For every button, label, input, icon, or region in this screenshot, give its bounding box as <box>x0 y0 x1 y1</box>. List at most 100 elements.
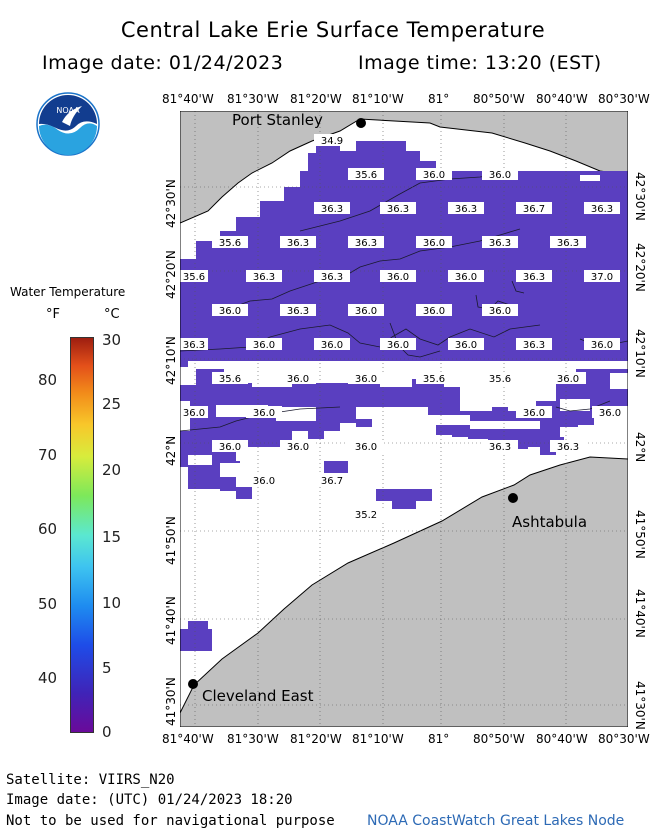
svg-text:36.3: 36.3 <box>557 442 579 453</box>
temp-label: 35.6 <box>212 236 248 249</box>
svg-text:Ashtabula: Ashtabula <box>512 513 587 531</box>
temp-label: 36.0 <box>416 236 452 249</box>
temp-label: 36.0 <box>280 440 316 453</box>
lon-label-top: 81° <box>428 92 450 106</box>
c-tick: 30 <box>102 331 122 349</box>
temp-label: 36.0 <box>348 372 384 385</box>
svg-text:36.3: 36.3 <box>489 238 511 249</box>
legend-title: Water Temperature <box>10 285 126 299</box>
temp-label: 36.3 <box>314 270 350 283</box>
c-tick: 25 <box>102 395 122 413</box>
svg-text:36.0: 36.0 <box>557 374 579 385</box>
svg-text:Port Stanley: Port Stanley <box>232 111 323 129</box>
temp-label: 36.3 <box>516 338 552 351</box>
lon-label-bottom: 80°40'W <box>536 732 588 746</box>
lon-label-top: 81°10'W <box>352 92 404 106</box>
lon-label-bottom: 81°10'W <box>352 732 404 746</box>
svg-text:36.0: 36.0 <box>253 476 275 487</box>
svg-text:36.3: 36.3 <box>455 204 477 215</box>
disclaimer: Not to be used for navigational purpose <box>6 813 335 829</box>
svg-text:35.6: 35.6 <box>423 374 445 385</box>
temp-label: 36.0 <box>516 406 552 419</box>
lake-erie-map: 34.9 35.6 36.0 36.0 36.3 36.3 36.3 36.7 … <box>180 111 628 727</box>
f-tick: 40 <box>38 669 58 687</box>
svg-text:36.0: 36.0 <box>455 272 477 283</box>
temp-label: 36.3 <box>482 440 518 453</box>
temp-label: 36.0 <box>448 270 484 283</box>
svg-text:36.0: 36.0 <box>253 408 275 419</box>
svg-text:36.0: 36.0 <box>523 408 545 419</box>
svg-text:36.3: 36.3 <box>253 272 275 283</box>
temp-label: 36.0 <box>246 338 282 351</box>
svg-text:35.2: 35.2 <box>355 510 377 521</box>
svg-text:36.0: 36.0 <box>455 340 477 351</box>
south-land <box>180 457 628 727</box>
f-tick: 70 <box>38 446 58 464</box>
temp-label: 36.7 <box>314 474 350 487</box>
legend-colorbar <box>70 337 94 733</box>
lon-label-bottom: 81°30'W <box>227 732 279 746</box>
f-tick: 80 <box>38 371 58 389</box>
svg-text:36.0: 36.0 <box>599 408 621 419</box>
temp-label: 36.3 <box>516 270 552 283</box>
svg-text:36.3: 36.3 <box>591 204 613 215</box>
svg-text:36.3: 36.3 <box>489 442 511 453</box>
noaa-logo-icon: NOAA <box>36 92 100 156</box>
temp-label: 36.3 <box>246 270 282 283</box>
temp-label: 36.0 <box>314 338 350 351</box>
temp-label: 35.6 <box>482 372 518 385</box>
temp-label: 36.0 <box>380 338 416 351</box>
city-ashtabula: Ashtabula <box>508 493 587 531</box>
temp-label: 36.3 <box>584 202 620 215</box>
city-marker-icon <box>508 493 518 503</box>
temp-label: 36.3 <box>180 338 208 351</box>
lon-label-bottom: 81°20'W <box>290 732 342 746</box>
lat-label-right: 42°N <box>633 432 647 463</box>
temp-label: 36.0 <box>348 304 384 317</box>
lat-label-right: 42°20'N <box>633 243 647 292</box>
temp-label: 36.0 <box>212 440 248 453</box>
svg-text:36.0: 36.0 <box>591 340 613 351</box>
temp-label: 36.0 <box>416 304 452 317</box>
temp-label: 35.2 <box>348 508 384 521</box>
temp-label: 36.7 <box>516 202 552 215</box>
svg-text:36.3: 36.3 <box>523 340 545 351</box>
svg-text:36.3: 36.3 <box>287 306 309 317</box>
svg-text:34.9: 34.9 <box>321 136 343 147</box>
city-marker-icon <box>356 118 366 128</box>
svg-text:36.0: 36.0 <box>287 442 309 453</box>
temp-label: 35.6 <box>416 372 452 385</box>
lon-label-top: 81°40'W <box>162 92 214 106</box>
temp-label: 36.3 <box>280 236 316 249</box>
north-land <box>180 111 628 223</box>
temp-label: 36.0 <box>180 406 208 419</box>
lon-label-bottom: 81°40'W <box>162 732 214 746</box>
c-tick: 5 <box>102 659 112 677</box>
temp-label: 36.3 <box>550 440 586 453</box>
svg-text:36.0: 36.0 <box>183 408 205 419</box>
lat-label-right: 41°40'N <box>633 589 647 638</box>
lat-label-right: 41°30'N <box>633 681 647 730</box>
f-tick: 60 <box>38 520 58 538</box>
svg-text:36.3: 36.3 <box>287 238 309 249</box>
temp-label: 36.3 <box>280 304 316 317</box>
lat-label-right: 42°10'N <box>633 329 647 378</box>
svg-text:36.0: 36.0 <box>355 374 377 385</box>
temp-label: 36.0 <box>550 372 586 385</box>
svg-text:36.0: 36.0 <box>489 170 511 181</box>
temp-label: 36.0 <box>482 304 518 317</box>
svg-text:36.3: 36.3 <box>523 272 545 283</box>
svg-text:35.6: 35.6 <box>219 374 241 385</box>
temp-label: 36.3 <box>380 202 416 215</box>
svg-text:36.7: 36.7 <box>321 476 343 487</box>
temp-label: 34.9 <box>314 134 350 147</box>
svg-text:Cleveland East: Cleveland East <box>202 687 314 705</box>
utc-date: Image date: (UTC) 01/24/2023 18:20 <box>6 792 293 808</box>
c-tick: 10 <box>102 594 122 612</box>
lon-label-top: 81°20'W <box>290 92 342 106</box>
svg-text:35.6: 35.6 <box>183 272 205 283</box>
lon-label-top: 80°30'W <box>598 92 650 106</box>
lat-label-right: 42°30'N <box>633 172 647 221</box>
c-tick: 15 <box>102 528 122 546</box>
city-marker-icon <box>188 679 198 689</box>
